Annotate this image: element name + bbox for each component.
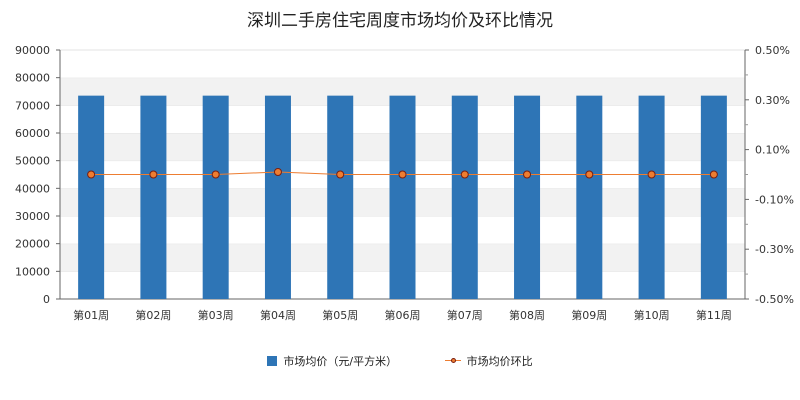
y-left-tick-label: 0 bbox=[43, 293, 50, 306]
bar-第04周 bbox=[264, 95, 291, 300]
bar-第01周 bbox=[78, 95, 105, 300]
x-tick-label: 第07周 bbox=[447, 308, 483, 322]
y-right-tick-label: 0.30% bbox=[755, 94, 790, 107]
legend-label-price: 市场均价（元/平方米） bbox=[283, 355, 398, 368]
legend-item-price[interactable]: 市场均价（元/平方米） bbox=[267, 353, 397, 369]
change-point-第04周 bbox=[273, 168, 282, 177]
change-point-第07周 bbox=[460, 170, 469, 179]
change-point-第01周 bbox=[87, 170, 96, 179]
change-point-第02周 bbox=[149, 170, 158, 179]
y-right-tick-label: -0.10% bbox=[755, 193, 794, 206]
legend-bar-swatch-icon bbox=[267, 356, 278, 366]
change-point-第06周 bbox=[398, 170, 407, 179]
bar-第07周 bbox=[451, 95, 478, 300]
y-right-tick-label: 0.10% bbox=[755, 144, 790, 157]
y-left-tick-label: 90000 bbox=[15, 44, 50, 57]
y-right-tick-label: -0.30% bbox=[755, 243, 794, 256]
bar-第09周 bbox=[576, 95, 603, 300]
bar-第06周 bbox=[389, 95, 416, 300]
change-point-第03周 bbox=[211, 170, 220, 179]
bar-第05周 bbox=[327, 95, 354, 300]
change-point-第09周 bbox=[585, 170, 594, 179]
legend-item-change[interactable]: 市场均价环比 bbox=[444, 353, 533, 369]
x-tick-label: 第10周 bbox=[634, 308, 670, 322]
x-tick-label: 第09周 bbox=[571, 308, 607, 322]
y-right-tick-label: -0.50% bbox=[755, 293, 794, 306]
change-point-第11周 bbox=[709, 170, 718, 179]
grid-band bbox=[60, 50, 745, 78]
x-tick-label: 第11周 bbox=[696, 308, 732, 322]
y-left-tick-label: 70000 bbox=[15, 99, 50, 112]
x-tick-label: 第02周 bbox=[135, 308, 171, 322]
y-left-tick-label: 30000 bbox=[15, 210, 50, 223]
y-right-tick-label: 0.50% bbox=[755, 44, 790, 57]
y-left-tick-label: 80000 bbox=[15, 72, 50, 85]
change-point-第08周 bbox=[523, 170, 532, 179]
chart-title: 深圳二手房住宅周度市场均价及环比情况 bbox=[247, 11, 553, 31]
y-left-tick-label: 20000 bbox=[15, 238, 50, 251]
y-left-tick-label: 60000 bbox=[15, 127, 50, 140]
x-tick-label: 第03周 bbox=[198, 308, 234, 322]
x-tick-label: 第01周 bbox=[73, 308, 109, 322]
x-tick-label: 第05周 bbox=[322, 308, 358, 322]
x-tick-label: 第04周 bbox=[260, 308, 296, 322]
change-point-第05周 bbox=[336, 170, 345, 179]
bar-第03周 bbox=[202, 95, 229, 300]
bar-第11周 bbox=[700, 95, 727, 300]
bar-第02周 bbox=[140, 95, 167, 300]
bar-第08周 bbox=[514, 95, 541, 300]
y-left-tick-label: 10000 bbox=[15, 265, 50, 278]
x-tick-label: 第08周 bbox=[509, 308, 545, 322]
legend-line-marker-icon bbox=[444, 356, 461, 366]
legend-label-change: 市场均价环比 bbox=[466, 355, 533, 368]
y-left-tick-label: 50000 bbox=[15, 155, 50, 168]
y-left-tick-label: 40000 bbox=[15, 182, 50, 195]
bar-第10周 bbox=[638, 95, 665, 300]
change-point-第10周 bbox=[647, 170, 656, 179]
chart-legend: 市场均价（元/平方米） 市场均价环比 bbox=[0, 353, 800, 369]
x-tick-label: 第06周 bbox=[385, 308, 421, 322]
